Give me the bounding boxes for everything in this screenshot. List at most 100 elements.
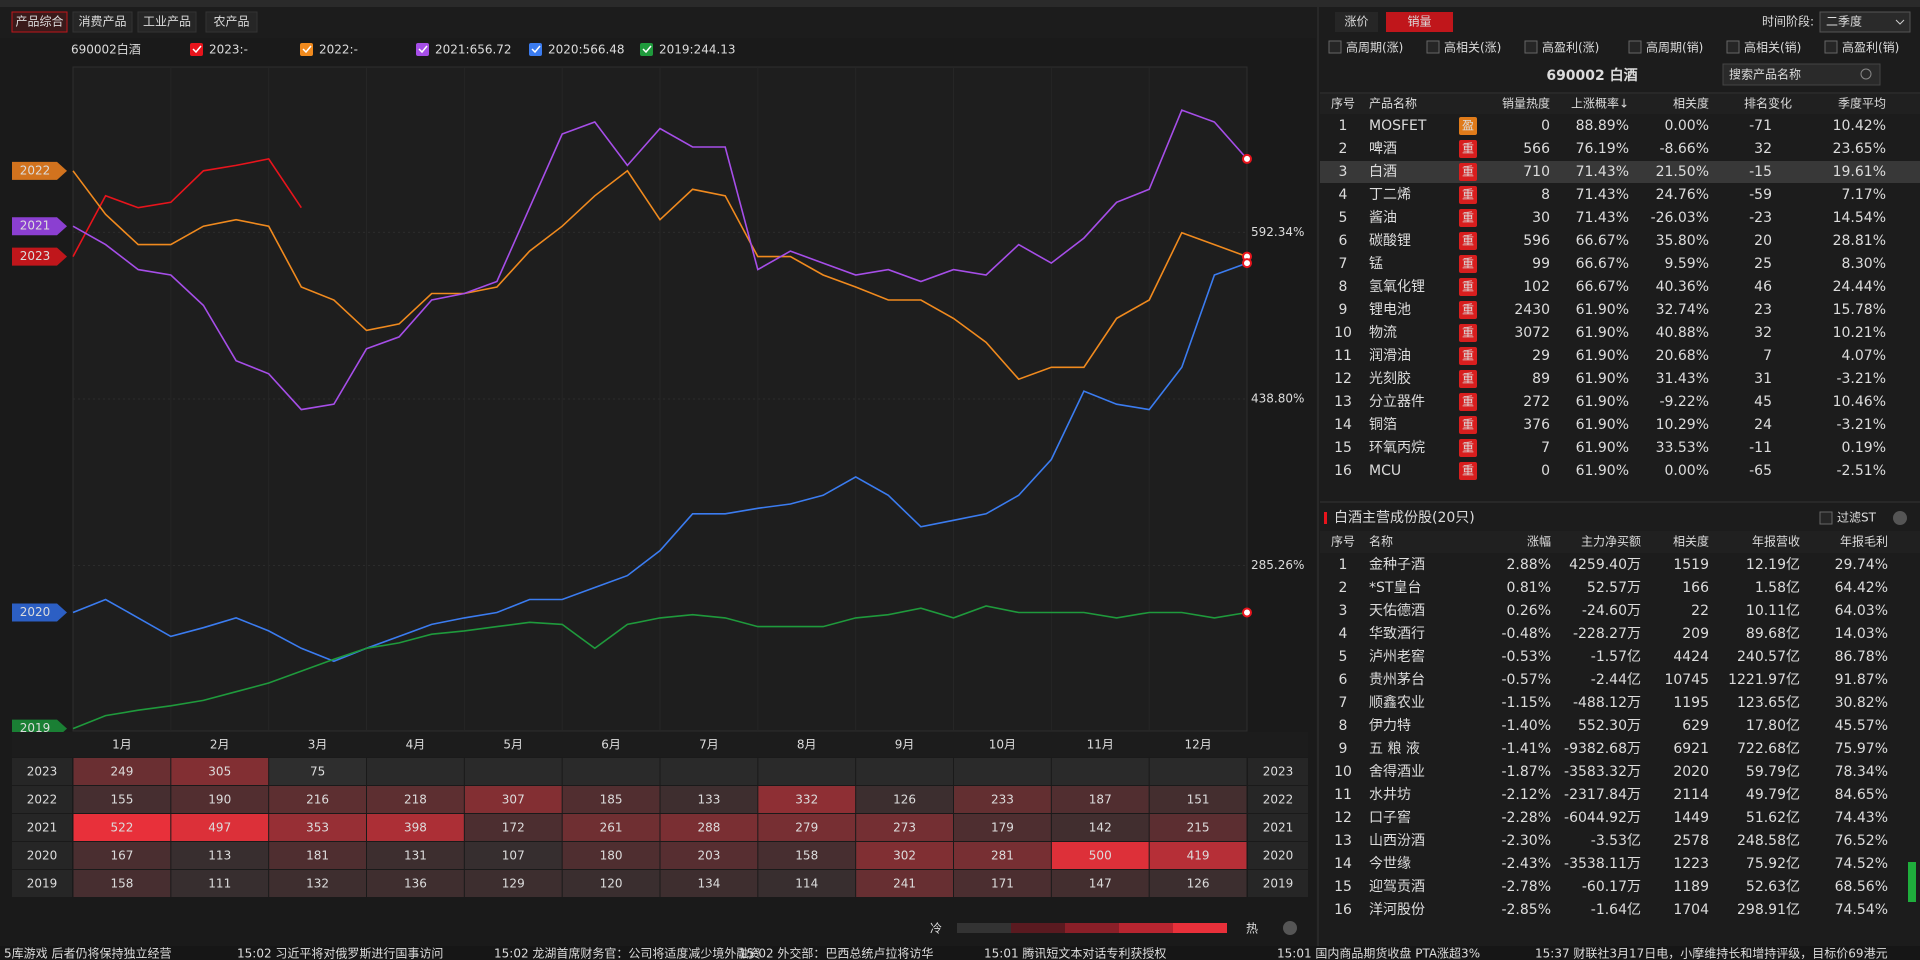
filter-label[interactable]: 高盈利(销) [1842,40,1899,55]
tab-label[interactable]: 工业产品 [143,15,191,29]
news-item[interactable]: 15:02 习近平将对俄罗斯进行国事访问 [237,947,443,960]
heat-cell [660,842,758,869]
filter-checkbox[interactable] [1824,40,1838,54]
tab-label[interactable]: 农产品 [213,15,249,29]
news-item[interactable]: 15:02 外交部：巴西总统卢拉将访华 [739,946,933,960]
tab[interactable] [205,11,258,33]
column-header[interactable]: 年报营收 [1752,534,1800,549]
table-cell: 40.88% [1656,325,1709,341]
column-header[interactable]: 名称 [1369,534,1393,549]
legend-checkbox[interactable] [640,43,653,56]
filter-checkbox[interactable] [1524,40,1538,54]
heat-value: 185 [600,793,623,807]
table-cell: MCU [1369,463,1401,479]
legend-checkbox[interactable] [300,43,313,56]
filter-checkbox[interactable] [1426,40,1440,54]
mode-tab[interactable] [1335,12,1378,32]
table-cell: 7 [1339,695,1348,711]
column-header[interactable]: 季度平均 [1838,96,1886,111]
legend-checkbox[interactable] [416,43,429,56]
column-header[interactable]: 序号 [1331,534,1355,549]
heat-value: 179 [991,821,1014,835]
search-icon[interactable] [1860,68,1872,80]
column-header[interactable]: 排名变化 [1744,96,1792,111]
tag-label: 重 [1462,395,1474,409]
help-icon[interactable] [1283,921,1297,935]
column-header[interactable]: 年报毛利 [1840,534,1888,549]
news-item[interactable]: 5库游戏 后者仍将保持独立经营 [4,946,171,960]
series-line [72,158,302,257]
filter-label[interactable]: 过滤ST [1837,511,1877,525]
column-header[interactable]: 产品名称 [1369,96,1417,111]
heat-cell [562,814,660,841]
search-placeholder[interactable]: 搜索产品名称 [1729,67,1801,82]
table-cell: -228.27万 [1573,626,1641,642]
table-cell: 209 [1682,626,1709,642]
heat-cell [1051,814,1149,841]
column-header[interactable]: 相关度 [1673,534,1709,549]
tab[interactable] [72,11,133,33]
legend-label[interactable]: 2020:566.48 [548,43,625,57]
tab[interactable] [11,11,68,33]
legend-check[interactable] [192,45,202,54]
filter-checkbox[interactable] [1819,511,1833,525]
filter-label[interactable]: 高周期(涨) [1346,40,1403,55]
year-cell [12,758,72,785]
heat-value: 500 [1089,849,1112,863]
column-header[interactable]: 销量热度 [1502,96,1550,111]
legend-check[interactable] [302,45,312,54]
month-label: 12月 [1184,738,1211,752]
tab-label[interactable]: 消费产品 [78,15,126,29]
filter-checkbox[interactable] [1726,40,1740,54]
search-box[interactable] [1722,63,1881,86]
legend-check[interactable] [418,45,428,54]
table-cell: 30.82% [1835,695,1888,711]
filter-label[interactable]: 高盈利(涨) [1542,40,1599,55]
news-item[interactable]: 15:01 国内商品期货收盘 PTA涨超3% [1277,946,1480,960]
mode-tab-label[interactable]: 涨价 [1344,14,1368,29]
news-item[interactable]: 15:01 腾讯短文本对话专利获授权 [984,946,1166,960]
filter-label[interactable]: 高周期(销) [1646,40,1703,55]
legend-label[interactable]: 2019:244.13 [659,43,736,57]
tag-label: 重 [1462,418,1474,432]
table-cell: 15 [1334,440,1352,456]
filter-checkbox[interactable] [1328,40,1342,54]
heat-cell [660,870,758,897]
legend-checkbox[interactable] [190,43,203,56]
period-dropdown[interactable] [1819,11,1911,33]
mode-tab-label[interactable]: 销量 [1407,15,1431,29]
filter-checkbox[interactable] [1628,40,1642,54]
help-icon[interactable] [1893,511,1907,525]
table-cell: 1 [1339,557,1348,573]
news-item[interactable]: 15:37 财联社3月17日电，小摩维持长和增持评级，目标价69港元 [1535,946,1888,960]
column-header[interactable]: 主力净买额 [1581,535,1641,549]
news-item[interactable]: 15:02 龙湖首席财务官：公司将适度减少境外融资 [494,946,760,960]
mode-tab[interactable] [1386,12,1453,32]
tab-label[interactable]: 产品综合 [15,14,63,29]
legend-checkbox[interactable] [529,43,542,56]
month-label: 2月 [210,738,230,752]
tab[interactable] [137,11,197,33]
column-header[interactable]: 相关度 [1673,96,1709,111]
column-header[interactable]: 涨幅 [1527,534,1551,549]
filter-label[interactable]: 高相关(涨) [1444,40,1501,55]
legend-check[interactable] [531,45,541,54]
dropdown-arrow[interactable] [1895,19,1905,25]
period-value[interactable]: 二季度 [1826,14,1862,29]
column-header[interactable]: 上涨概率↓ [1571,96,1629,111]
tag-label: 重 [1462,165,1474,179]
table-cell: -23 [1749,210,1772,226]
legend-label[interactable]: 2021:656.72 [435,43,512,57]
table-cell: 99 [1532,256,1550,272]
table-cell: 32.74% [1656,302,1709,318]
filter-label[interactable]: 高相关(销) [1744,40,1801,55]
table-cell: 24.76% [1656,187,1709,203]
table-cell: 6 [1339,233,1348,249]
legend-check[interactable] [642,45,652,54]
tag-badge [1459,278,1477,296]
legend-label[interactable]: 2022:- [319,43,358,57]
column-header[interactable]: 序号 [1331,96,1355,111]
table-cell: 45 [1754,394,1772,410]
table-cell: -3583.32万 [1564,764,1641,780]
legend-label[interactable]: 2023:- [209,43,248,57]
